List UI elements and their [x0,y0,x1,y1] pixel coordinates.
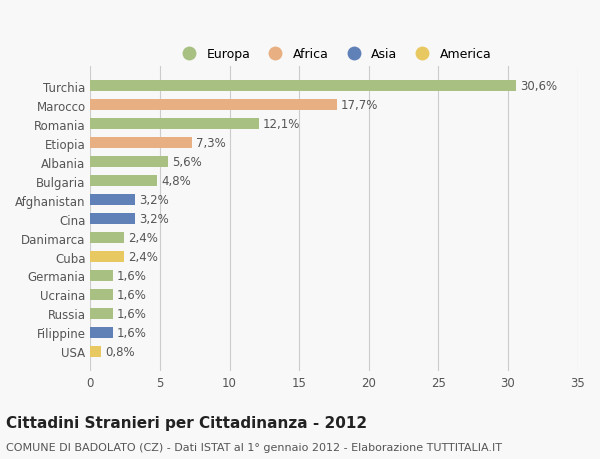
Text: 1,6%: 1,6% [117,288,146,301]
Text: 2,4%: 2,4% [128,251,158,263]
Bar [91,270,113,281]
Text: 17,7%: 17,7% [341,99,379,112]
Bar [91,195,135,206]
Text: 3,2%: 3,2% [139,213,169,225]
Bar [91,327,113,338]
Text: 3,2%: 3,2% [139,194,169,207]
Bar [91,232,124,244]
Text: 4,8%: 4,8% [161,175,191,188]
Bar [91,81,517,92]
Bar [91,157,169,168]
Text: 1,6%: 1,6% [117,307,146,320]
Bar [91,175,157,187]
Text: 0,8%: 0,8% [106,345,136,358]
Bar [91,251,124,263]
Bar [91,289,113,301]
Bar [91,119,259,130]
Text: 2,4%: 2,4% [128,231,158,245]
Bar [91,213,135,225]
Bar [91,308,113,319]
Text: 12,1%: 12,1% [263,118,301,131]
Legend: Europa, Africa, Asia, America: Europa, Africa, Asia, America [172,43,497,66]
Text: 1,6%: 1,6% [117,326,146,339]
Text: COMUNE DI BADOLATO (CZ) - Dati ISTAT al 1° gennaio 2012 - Elaborazione TUTTITALI: COMUNE DI BADOLATO (CZ) - Dati ISTAT al … [6,442,502,452]
Bar [91,346,101,357]
Text: 30,6%: 30,6% [521,80,557,93]
Text: 1,6%: 1,6% [117,269,146,282]
Bar [91,138,192,149]
Bar [91,100,337,111]
Text: Cittadini Stranieri per Cittadinanza - 2012: Cittadini Stranieri per Cittadinanza - 2… [6,415,367,430]
Text: 5,6%: 5,6% [172,156,202,169]
Text: 7,3%: 7,3% [196,137,226,150]
